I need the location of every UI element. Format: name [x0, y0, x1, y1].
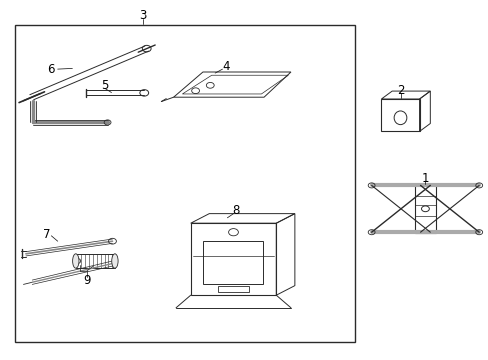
- Text: 5: 5: [101, 79, 109, 92]
- Text: 4: 4: [222, 60, 229, 73]
- Ellipse shape: [111, 254, 118, 268]
- Text: 7: 7: [42, 228, 50, 241]
- Ellipse shape: [72, 254, 79, 268]
- Text: 2: 2: [396, 84, 404, 96]
- Bar: [15, 25, 354, 342]
- Bar: [217, 286, 249, 292]
- Text: 3: 3: [139, 9, 146, 22]
- Circle shape: [421, 206, 428, 212]
- Text: 8: 8: [231, 204, 239, 217]
- Text: 1: 1: [421, 172, 428, 185]
- Text: 6: 6: [47, 63, 55, 76]
- Bar: [414, 184, 435, 233]
- Bar: [76, 254, 115, 268]
- Bar: [203, 241, 263, 284]
- Bar: [190, 223, 276, 295]
- Text: 9: 9: [83, 274, 91, 287]
- Bar: [381, 99, 419, 131]
